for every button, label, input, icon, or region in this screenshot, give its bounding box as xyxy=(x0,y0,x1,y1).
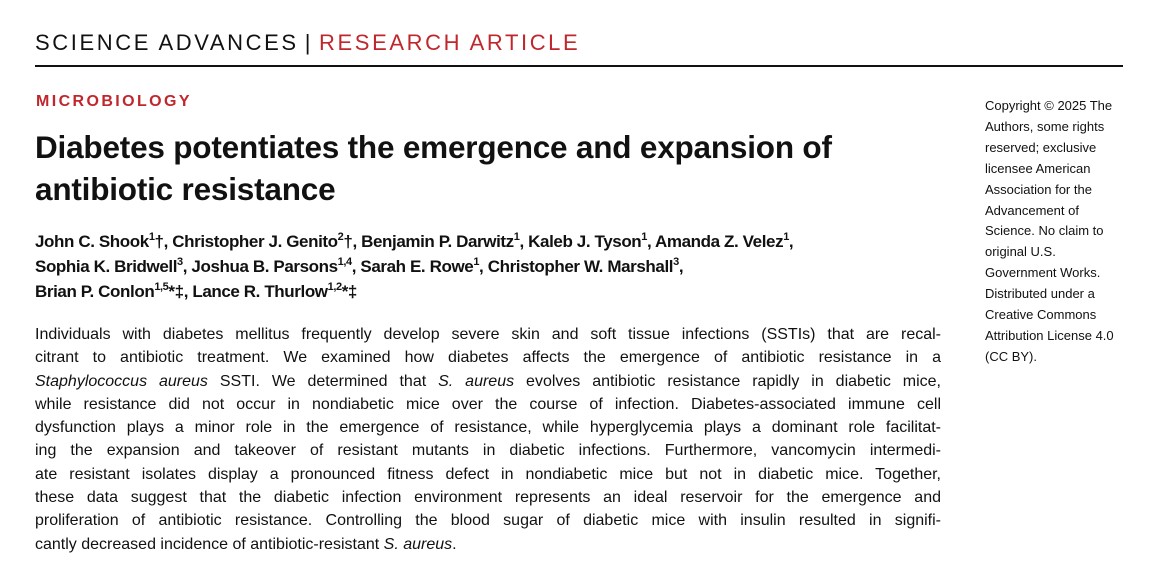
author-affiliation: 1 xyxy=(513,231,520,243)
abstract: Individuals with diabetes mellitus frequ… xyxy=(35,323,941,556)
section-label: MICROBIOLOGY xyxy=(36,93,192,110)
copyright-line: Copyright © 2025 The xyxy=(985,98,1113,113)
species-name: Staphylococcus aureus xyxy=(35,372,208,390)
author-affiliation: 1,4 xyxy=(337,256,352,268)
copyright-line: Advancement of xyxy=(985,202,1079,218)
author-name[interactable]: Christopher W. Marshall xyxy=(487,257,674,276)
author-name[interactable]: Lance R. Thurlow xyxy=(192,282,328,301)
abstract-line: ing the expansion and takeover of resist… xyxy=(35,439,941,462)
abstract-text: Individuals with diabetes mellitus frequ… xyxy=(35,326,941,343)
author-affiliation: 1,5 xyxy=(154,281,169,293)
abstract-text: proliferation of antibiotic resistance. … xyxy=(35,512,941,530)
author-line: Sophia K. Bridwell3, Joshua B. Parsons1,… xyxy=(35,256,684,277)
journal-name: SCIENCE ADVANCES xyxy=(35,30,299,55)
copyright-line: Distributed under a xyxy=(985,286,1095,302)
copyright-line: original U.S. xyxy=(985,244,1056,260)
abstract-line: Individuals with diabetes mellitus frequ… xyxy=(35,323,941,346)
author-affiliation: 3 xyxy=(673,256,679,268)
abstract-line: cantly decreased incidence of antibiotic… xyxy=(35,533,941,556)
title-line: antibiotic resistance xyxy=(35,171,336,207)
species-name: S. aureus xyxy=(383,535,453,553)
author-affiliation: 1 xyxy=(148,231,155,243)
abstract-line: while resistance did not occur in nondia… xyxy=(35,393,941,416)
abstract-text: dysfunction plays a minor role in the em… xyxy=(35,419,941,437)
copyright-line: Government Works. xyxy=(985,265,1101,281)
abstract-text: these data suggest that the diabetic inf… xyxy=(35,489,941,507)
author-name[interactable]: Amanda Z. Velez xyxy=(655,232,784,251)
abstract-text: . xyxy=(452,535,457,553)
copyright-line: Attribution License 4.0 xyxy=(985,327,1114,343)
author-note-mark: † xyxy=(154,232,164,251)
author-name[interactable]: Brian P. Conlon xyxy=(35,282,155,301)
abstract-line: Staphylococcus aureus SSTI. We determine… xyxy=(35,370,941,393)
author-affiliation: 1 xyxy=(783,231,789,243)
abstract-text: evolves antibiotic resistance rapidly in… xyxy=(514,372,942,390)
title-line: Diabetes potentiates the emergence and e… xyxy=(35,129,832,165)
author-line: Brian P. Conlon1,5*‡, Lance R. Thurlow1,… xyxy=(35,281,358,302)
abstract-text: ing the expansion and takeover of resist… xyxy=(35,442,941,460)
author-affiliation: 1,2 xyxy=(327,281,342,293)
abstract-line: proliferation of antibiotic resistance. … xyxy=(35,509,941,532)
author-name[interactable]: Sophia K. Bridwell xyxy=(35,257,178,276)
copyright-notice: Copyright © 2025 The Authors, some rights… xyxy=(985,96,1135,368)
species-name: S. aureus xyxy=(438,372,515,390)
author-line: John C. Shook1†, Christopher J. Genito2†… xyxy=(35,231,794,252)
copyright-line: Association for the xyxy=(985,181,1092,197)
abstract-text: ate resistant isolates display a pronoun… xyxy=(35,465,941,483)
author-affiliation: 3 xyxy=(177,256,183,268)
author-affiliation: 1 xyxy=(641,231,648,243)
abstract-line: dysfunction plays a minor role in the em… xyxy=(35,416,941,439)
copyright-line: Authors, some rights xyxy=(985,118,1105,134)
header-rule xyxy=(35,65,1123,67)
abstract-line: ate resistant isolates display a pronoun… xyxy=(35,463,941,486)
article-title: Diabetes potentiates the emergence and e… xyxy=(35,126,955,210)
abstract-text: citrant to antibiotic treatment. We exam… xyxy=(35,349,941,367)
copyright-line: reserved; exclusive xyxy=(985,139,1097,155)
article-type: RESEARCH ARTICLE xyxy=(319,30,581,55)
author-name[interactable]: John C. Shook xyxy=(35,232,149,251)
copyright-line: Creative Commons xyxy=(985,307,1097,323)
author-name[interactable]: Sarah E. Rowe xyxy=(360,257,474,276)
abstract-text: while resistance did not occur in nondia… xyxy=(35,395,941,413)
abstract-line: citrant to antibiotic treatment. We exam… xyxy=(35,346,941,369)
abstract-text: cantly decreased incidence of antibiotic… xyxy=(35,535,384,553)
abstract-line: these data suggest that the diabetic inf… xyxy=(35,486,941,509)
author-name[interactable]: Christopher J. Genito xyxy=(172,232,338,251)
author-name[interactable]: Benjamin P. Darwitz xyxy=(361,232,514,251)
author-affiliation: 2 xyxy=(337,231,344,243)
author-affiliation: 1 xyxy=(473,256,480,268)
author-list: John C. Shook1†, Christopher J. Genito2†… xyxy=(35,229,794,304)
author-name[interactable]: Kaleb J. Tyson xyxy=(528,232,642,251)
copyright-line: Science. No claim to xyxy=(985,223,1104,239)
header-separator: | xyxy=(304,30,314,55)
author-note-mark: † xyxy=(343,232,353,251)
copyright-line: (CC BY). xyxy=(985,348,1037,364)
journal-header: SCIENCE ADVANCES | RESEARCH ARTICLE xyxy=(35,30,580,56)
author-note-mark: *‡ xyxy=(341,282,358,301)
author-note-mark: *‡ xyxy=(168,282,184,301)
author-name[interactable]: Joshua B. Parsons xyxy=(191,257,338,276)
abstract-text: SSTI. We determined that xyxy=(207,372,439,390)
copyright-line: licensee American xyxy=(985,160,1091,176)
